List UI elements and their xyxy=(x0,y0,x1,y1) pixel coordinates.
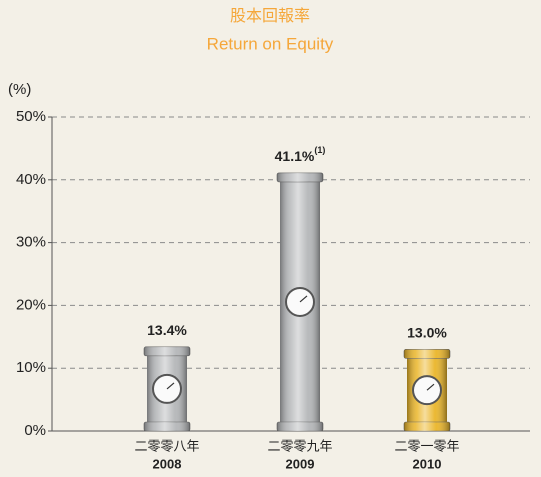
y-tick-label: 40% xyxy=(16,171,46,188)
value-label: 13.4% xyxy=(147,322,187,338)
pillar-cap-shade xyxy=(404,422,450,431)
value-label-text: 41.1% xyxy=(275,148,315,164)
pillar-cap-shade xyxy=(144,422,190,431)
x-tick-label: 二零零九年 xyxy=(267,438,332,453)
y-axis-label: (%) xyxy=(8,81,31,98)
value-label-note: (1) xyxy=(314,145,325,155)
y-tick-label: 30% xyxy=(16,234,46,251)
x-tick-label: 二零一零年 xyxy=(394,438,459,453)
chart: 股本回報率 Return on Equity (%) 0% 10% 20% 30% 40… xyxy=(0,0,541,477)
y-tick-label: 20% xyxy=(16,296,46,313)
chart-title: 股本回報率 xyxy=(230,7,310,25)
value-label: 13.0% xyxy=(407,324,447,340)
pillar xyxy=(144,347,190,431)
value-label-text: 13.4% xyxy=(147,322,187,338)
chart-subtitle: Return on Equity xyxy=(207,34,334,53)
pillar-cap-shade xyxy=(277,173,323,182)
x-tick-label-en: 2009 xyxy=(286,456,315,471)
pillar-cap-shade xyxy=(404,349,450,358)
y-tick-label: 0% xyxy=(24,422,46,439)
value-label-text: 13.0% xyxy=(407,324,447,340)
x-tick-label-en: 2010 xyxy=(413,456,442,471)
value-label: 41.1%(1) xyxy=(275,145,326,163)
y-tick-label: 10% xyxy=(16,359,46,376)
page: 股本回報率 Return on Equity (%) 0% 10% 20% 30% 40… xyxy=(0,0,541,477)
pillar xyxy=(277,173,323,431)
y-tick-label: 50% xyxy=(16,108,46,125)
pillar xyxy=(404,349,450,431)
pillar-cap-shade xyxy=(277,422,323,431)
x-tick-label-en: 2008 xyxy=(153,456,182,471)
pillar-cap-shade xyxy=(144,347,190,356)
x-tick-label: 二零零八年 xyxy=(134,438,199,453)
